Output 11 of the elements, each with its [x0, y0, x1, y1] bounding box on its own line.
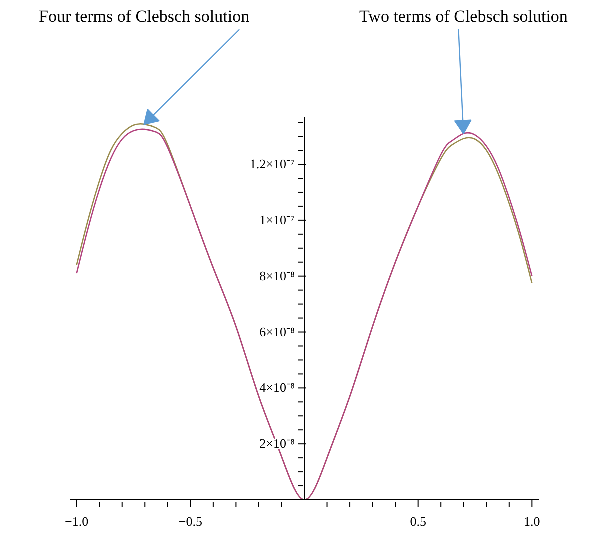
text: Four terms of Clebsch solution: [38, 7, 250, 26]
x-tick-label: 0.5: [410, 514, 426, 529]
text: Two terms of Clebsch solution: [359, 7, 568, 26]
x-tick-label: −0.5: [178, 514, 202, 529]
x-tick-label: −1.0: [65, 514, 89, 529]
y-tick-label: 4×10⁻⁸: [260, 380, 296, 396]
y-tick-label: 1.2×10⁻⁷: [250, 156, 295, 172]
y-tick-label: 8×10⁻⁸: [260, 268, 296, 284]
y-tick-label: 6×10⁻⁸: [260, 324, 296, 340]
y-tick-label: 1×10⁻⁷: [260, 212, 295, 228]
x-tick-label: 1.0: [524, 514, 540, 529]
